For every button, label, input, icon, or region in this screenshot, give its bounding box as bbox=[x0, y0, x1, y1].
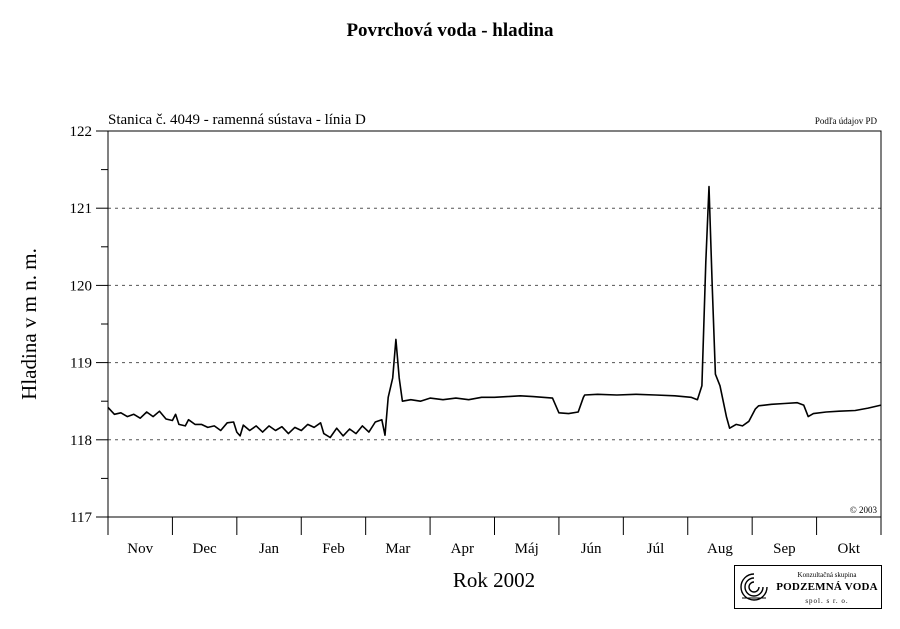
water-level-line bbox=[107, 185, 882, 439]
x-month-label: Feb bbox=[322, 541, 345, 557]
x-month-label: Máj bbox=[515, 541, 539, 557]
y-tick-label: 122 bbox=[70, 124, 93, 140]
logo-sub-text: spol. s r. o. bbox=[805, 597, 849, 605]
page-title: Povrchová voda - hladina bbox=[346, 20, 554, 41]
y-tick-label: 121 bbox=[70, 201, 93, 217]
x-axis-title: Rok 2002 bbox=[453, 568, 535, 592]
grid-lines bbox=[108, 207, 881, 441]
x-month-label: Nov bbox=[127, 541, 153, 557]
source-note: Podľa údajov PD bbox=[815, 116, 878, 126]
x-month-label: Jan bbox=[259, 541, 279, 557]
y-tick-label: 117 bbox=[70, 510, 92, 526]
x-month-label: Sep bbox=[773, 541, 796, 557]
copyright-note: © 2003 bbox=[850, 505, 878, 515]
x-month-label: Júl bbox=[647, 541, 665, 557]
x-month-label: Mar bbox=[385, 541, 410, 557]
logo-mark-icon bbox=[740, 573, 768, 601]
x-month-label: Jún bbox=[581, 541, 602, 557]
x-month-label: Okt bbox=[838, 541, 861, 557]
y-tick-label: 120 bbox=[70, 278, 93, 294]
chart-subtitle: Stanica č. 4049 - ramenná sústava - líni… bbox=[108, 112, 366, 128]
logo-company-name: PODZEMNÁ VODA bbox=[776, 581, 878, 593]
company-logo: Konzultačná skupina PODZEMNÁ VODA spol. … bbox=[734, 565, 882, 609]
plot-frame bbox=[107, 130, 882, 518]
logo-small-text: Konzultačná skupina bbox=[797, 571, 857, 579]
y-axis-title: Hladina v m n. m. bbox=[17, 248, 41, 400]
x-month-label: Apr bbox=[451, 541, 474, 557]
x-month-label: Dec bbox=[193, 541, 217, 557]
x-month-label: Aug bbox=[707, 541, 733, 557]
y-tick-label: 118 bbox=[70, 433, 92, 449]
x-axis: Nov Dec Jan Feb Mar Apr Máj Jún Júl Aug Sep Okt bbox=[107, 517, 882, 557]
y-tick-label: 119 bbox=[70, 356, 92, 372]
y-axis: 117 118 119 120 121 122 bbox=[70, 124, 108, 526]
